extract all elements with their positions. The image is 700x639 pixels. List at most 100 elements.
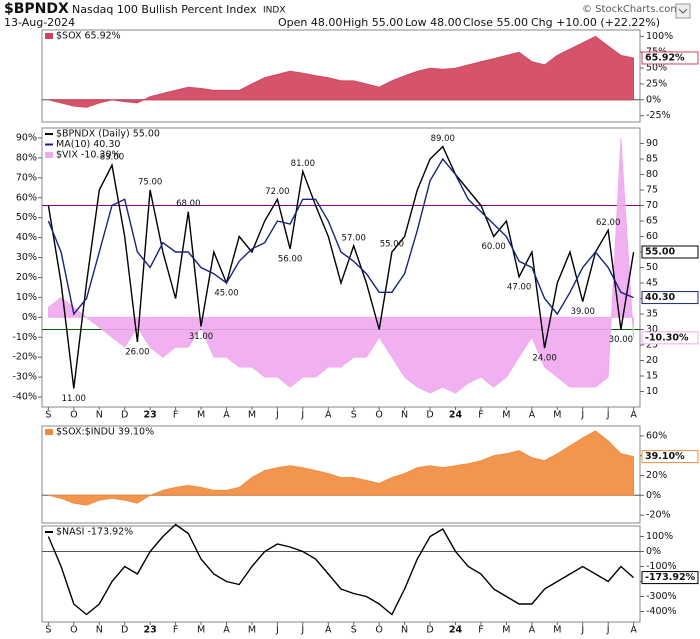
y-tick-label: 10: [646, 386, 658, 397]
x-tick-label: F: [478, 625, 483, 636]
y-tick-label: 10%: [16, 292, 37, 303]
x-tick-label: S: [351, 410, 357, 421]
y-tick-label: 80%: [16, 152, 37, 163]
data-label: 31.00: [189, 332, 213, 342]
menu-arrow: [678, 8, 688, 14]
x-tick-label: D: [426, 625, 433, 636]
x-tick-label: O: [375, 625, 382, 636]
data-label: 39.00: [571, 307, 595, 317]
panel-frame: [41, 525, 641, 623]
y-tick-label: 90: [646, 138, 658, 149]
x-tick-label: O: [375, 410, 382, 421]
y-tick-label: 60%: [646, 430, 667, 441]
y-tick-label: 60: [646, 231, 658, 242]
y-tick-label: 20: [646, 355, 658, 366]
y-tick-label: -300%: [646, 591, 677, 602]
data-label: 60.00: [482, 242, 506, 252]
data-label: 55.00: [380, 240, 404, 250]
y-tick-label: 25%: [646, 78, 667, 89]
data-label: 56.00: [278, 254, 302, 264]
x-tick-label: N: [401, 410, 408, 421]
data-label: 83.00: [100, 153, 124, 163]
quote-change: Chg +10.00 (+22.22%): [531, 16, 660, 29]
x-tick-label: M: [248, 625, 256, 636]
last-value-label: -173.92%: [645, 572, 696, 583]
quote-open: Open 48.00: [278, 16, 342, 29]
y-tick-label: 30%: [16, 252, 37, 263]
y-tick-label: -30%: [12, 372, 37, 383]
area: [48, 430, 635, 506]
x-tick-label: J: [275, 625, 279, 636]
x-tick-label: A: [223, 410, 230, 421]
x-tick-label: M: [553, 410, 561, 421]
line: [47, 523, 635, 616]
y-tick-label: 50%: [646, 63, 667, 74]
last-value-box: [641, 291, 699, 305]
x-tick-label: O: [70, 410, 77, 421]
quote-high: High 55.00: [343, 16, 403, 29]
last-value-box: [641, 245, 699, 259]
data-label: 72.00: [265, 187, 289, 197]
x-tick-label: D: [121, 410, 128, 421]
data-label: 57.00: [342, 233, 366, 243]
y-tick-label: 65: [646, 216, 658, 227]
y-tick-label: 100%: [646, 531, 673, 542]
y-tick-label: -100%: [646, 561, 677, 572]
x-tick-label: M: [553, 625, 561, 636]
x-tick-label: N: [401, 625, 408, 636]
x-tick-label: N: [96, 410, 103, 421]
x-tick-label: D: [121, 625, 128, 636]
x-tick-label: M: [248, 410, 256, 421]
x-tick-label: F: [478, 410, 483, 421]
y-tick-label: 50: [646, 262, 658, 273]
y-tick-label: 60%: [16, 192, 37, 203]
y-tick-label: 50%: [16, 212, 37, 223]
line: [47, 157, 634, 316]
data-label: 11.00: [62, 394, 86, 404]
last-value-box: [641, 450, 699, 464]
y-tick-label: 85: [646, 154, 658, 165]
data-label: 68.00: [176, 199, 200, 209]
y-tick-label: 20%: [646, 470, 667, 481]
y-tick-label: 70%: [16, 172, 37, 183]
y-tick-label: -10%: [12, 332, 37, 343]
x-tick-label: A: [529, 410, 536, 421]
x-tick-label: D: [426, 410, 433, 421]
credit: © StockCharts.com: [582, 4, 680, 15]
x-tick-label: M: [197, 625, 205, 636]
x-tick-label: J: [606, 410, 610, 421]
data-label: 45.00: [214, 289, 238, 299]
x-tick-label: J: [580, 625, 584, 636]
date: 13-Aug-2024: [4, 16, 75, 29]
x-tick-label: A: [529, 625, 536, 636]
x-tick-label: S: [45, 410, 51, 421]
x-tick-label: 24: [449, 410, 463, 421]
x-tick-label: 23: [144, 410, 157, 421]
y-tick-label: -20%: [646, 510, 671, 521]
y-tick-label: -25%: [646, 110, 671, 121]
last-value-label: 39.10%: [645, 451, 685, 462]
exchange: INDX: [263, 6, 285, 16]
y-tick-label: 40%: [16, 232, 37, 243]
data-label: 89.00: [431, 134, 455, 144]
y-tick-label: 0%: [22, 312, 37, 323]
data-label: 75.00: [138, 178, 162, 188]
y-tick-label: 0%: [646, 490, 661, 501]
x-tick-label: J: [300, 625, 304, 636]
quote-low: Low 48.00: [405, 16, 462, 29]
symbol: $BPNDX: [4, 1, 69, 17]
y-tick-label: 80: [646, 169, 658, 180]
data-label: 62.00: [596, 218, 620, 228]
last-value-box: [641, 51, 699, 65]
x-tick-label: A: [630, 410, 637, 421]
y-tick-label: 30: [646, 324, 658, 335]
y-tick-label: 70: [646, 200, 658, 211]
data-label: 26.00: [125, 347, 149, 357]
x-tick-label: M: [502, 410, 510, 421]
y-tick-label: -400%: [646, 606, 677, 617]
x-tick-label: O: [70, 625, 77, 636]
y-tick-label: -20%: [12, 352, 37, 363]
menu-button[interactable]: [675, 3, 691, 19]
y-tick-label: -40%: [12, 392, 37, 403]
data-label: 30.00: [609, 335, 633, 345]
